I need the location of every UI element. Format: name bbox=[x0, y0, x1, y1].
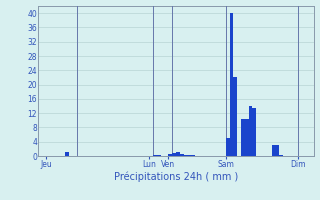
Bar bbox=[168, 154, 172, 156]
Bar bbox=[252, 108, 256, 156]
Bar bbox=[65, 152, 69, 156]
Bar bbox=[226, 138, 229, 156]
Bar bbox=[272, 145, 276, 156]
Bar bbox=[188, 155, 191, 156]
Bar bbox=[241, 118, 245, 156]
Bar bbox=[176, 152, 180, 156]
Bar bbox=[153, 155, 157, 156]
X-axis label: Précipitations 24h ( mm ): Précipitations 24h ( mm ) bbox=[114, 172, 238, 182]
Bar bbox=[276, 145, 279, 156]
Bar bbox=[172, 153, 176, 156]
Bar bbox=[184, 155, 188, 156]
Bar bbox=[233, 77, 237, 156]
Bar bbox=[229, 13, 233, 156]
Bar bbox=[157, 155, 161, 156]
Bar bbox=[180, 154, 184, 156]
Bar bbox=[279, 155, 283, 156]
Bar bbox=[245, 118, 249, 156]
Bar bbox=[249, 106, 252, 156]
Bar bbox=[191, 155, 195, 156]
